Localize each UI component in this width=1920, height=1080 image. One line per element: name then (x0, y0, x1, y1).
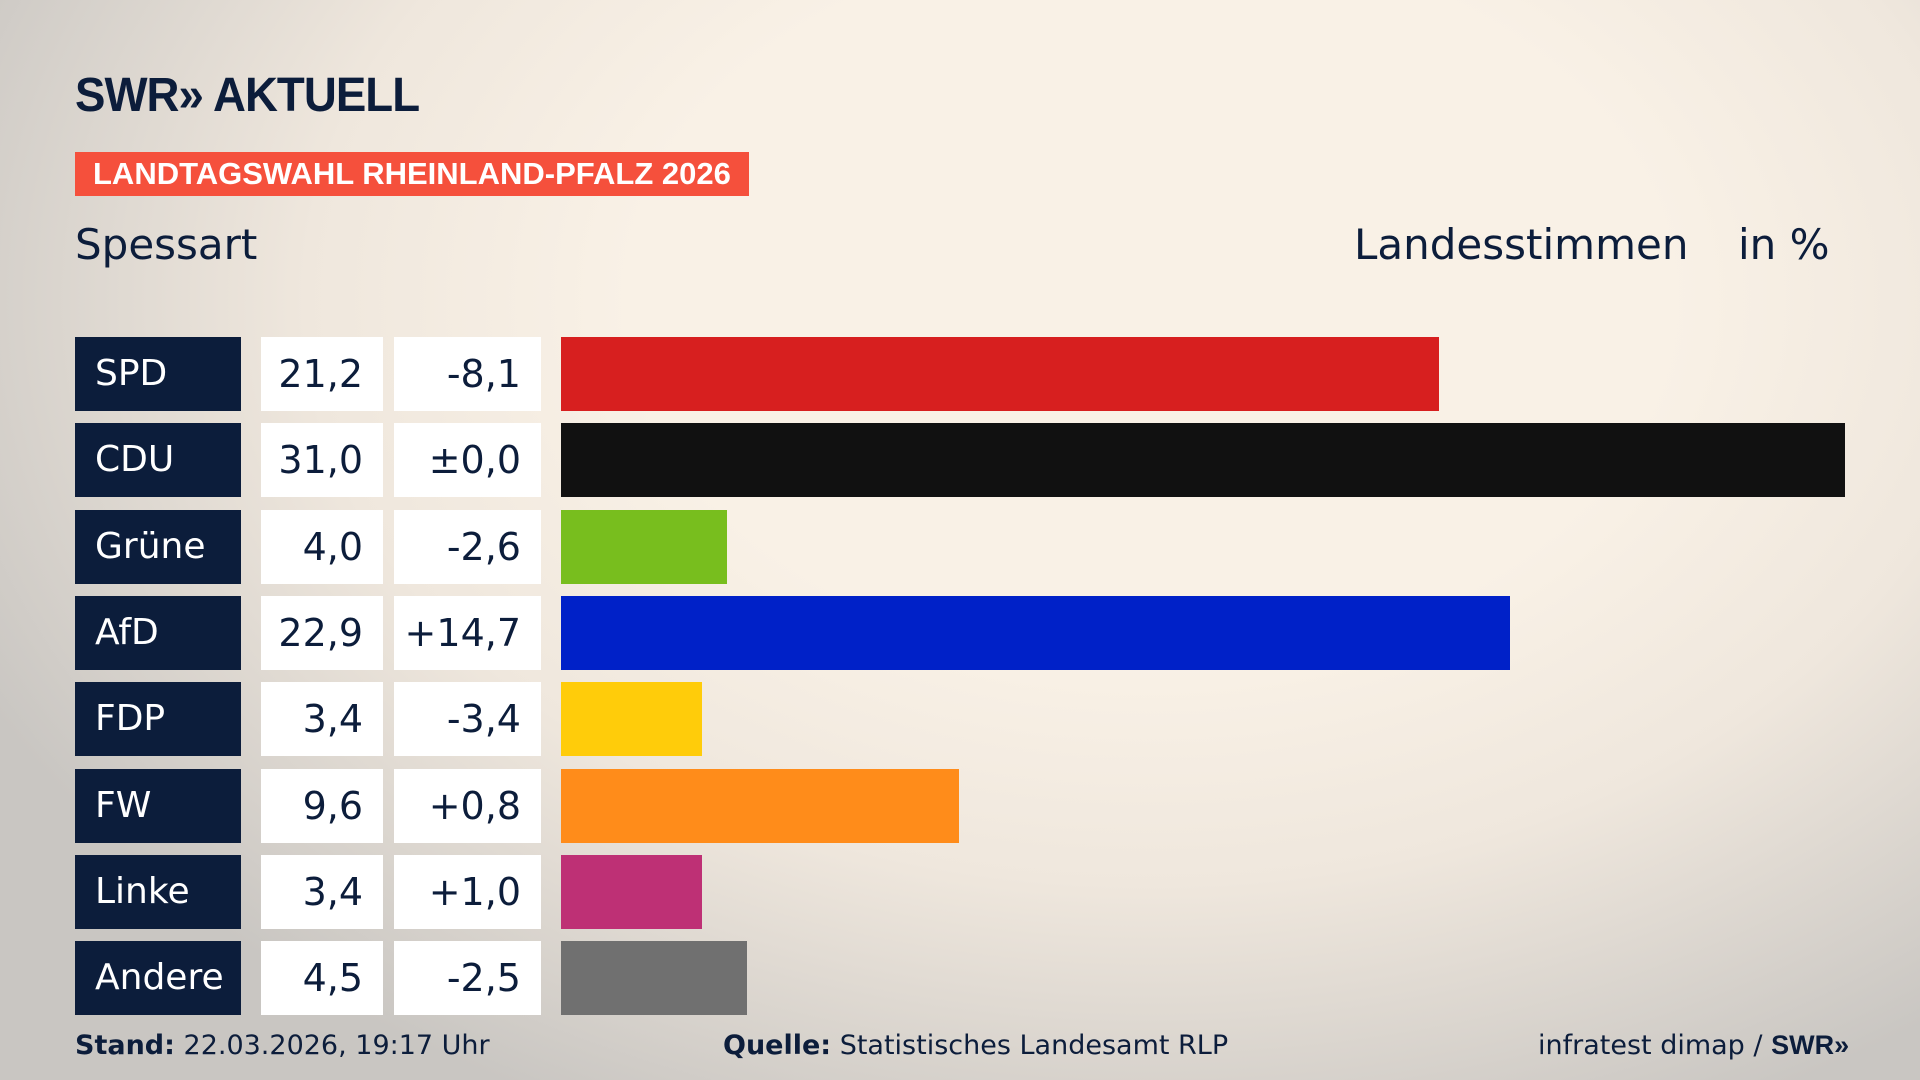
unit-label: in % (1738, 220, 1830, 269)
credit: infratest dimap / SWR» (1538, 1030, 1849, 1061)
stand-label: Stand: (75, 1030, 175, 1061)
bar (561, 595, 1510, 670)
value-label: 4,0 (261, 509, 383, 584)
result-row: Linke 3,4 +1,0 (0, 854, 1920, 929)
party-label: FDP (75, 682, 241, 757)
swr-aktuell-logo: SWR» AKTUELL (75, 69, 420, 122)
bar (561, 509, 727, 584)
result-row: Andere 4,5 -2,5 (0, 941, 1920, 1016)
result-row: Grüne 4,0 -2,6 (0, 509, 1920, 584)
result-row: SPD 21,2 -8,1 (0, 337, 1920, 411)
bar (561, 423, 1845, 498)
bar (561, 854, 702, 929)
diff-label: -2,6 (394, 509, 541, 584)
value-label: 21,2 (261, 337, 383, 411)
party-label: Grüne (75, 509, 241, 584)
vote-type-label: Landesstimmen (1354, 220, 1689, 269)
value-label: 22,9 (261, 595, 383, 670)
result-row: CDU 31,0 ±0,0 (0, 423, 1920, 498)
stand-value: 22.03.2026, 19:17 Uhr (183, 1030, 490, 1061)
diff-label: +14,7 (394, 595, 541, 670)
value-label: 3,4 (261, 682, 383, 757)
party-label: SPD (75, 337, 241, 411)
diff-label: ±0,0 (394, 423, 541, 498)
bar (561, 768, 959, 843)
place-title: Spessart (75, 220, 258, 269)
bar (561, 682, 702, 757)
diff-label: -3,4 (394, 682, 541, 757)
diff-label: -2,5 (394, 941, 541, 1016)
value-label: 3,4 (261, 854, 383, 929)
swr-logo: SWR» (1771, 1030, 1850, 1060)
value-label: 4,5 (261, 941, 383, 1016)
source-label: Quelle: (723, 1030, 832, 1061)
result-row: FW 9,6 +0,8 (0, 768, 1920, 843)
election-banner: LANDTAGSWAHL RHEINLAND-PFALZ 2026 (75, 152, 749, 196)
timestamp: Stand: 22.03.2026, 19:17 Uhr (75, 1030, 490, 1061)
diff-label: +0,8 (394, 768, 541, 843)
bar (561, 337, 1440, 411)
party-label: AfD (75, 595, 241, 670)
result-row: FDP 3,4 -3,4 (0, 682, 1920, 757)
diff-label: +1,0 (394, 854, 541, 929)
source: Quelle: Statistisches Landesamt RLP (723, 1030, 1228, 1061)
party-label: Andere (75, 941, 241, 1016)
result-row: AfD 22,9 +14,7 (0, 595, 1920, 670)
value-label: 9,6 (261, 768, 383, 843)
bar (561, 941, 748, 1016)
credit-text: infratest dimap / (1538, 1030, 1772, 1061)
diff-label: -8,1 (394, 337, 541, 411)
party-label: Linke (75, 854, 241, 929)
value-label: 31,0 (261, 423, 383, 498)
source-value: Statistisches Landesamt RLP (839, 1030, 1229, 1061)
party-label: CDU (75, 423, 241, 498)
party-label: FW (75, 768, 241, 843)
